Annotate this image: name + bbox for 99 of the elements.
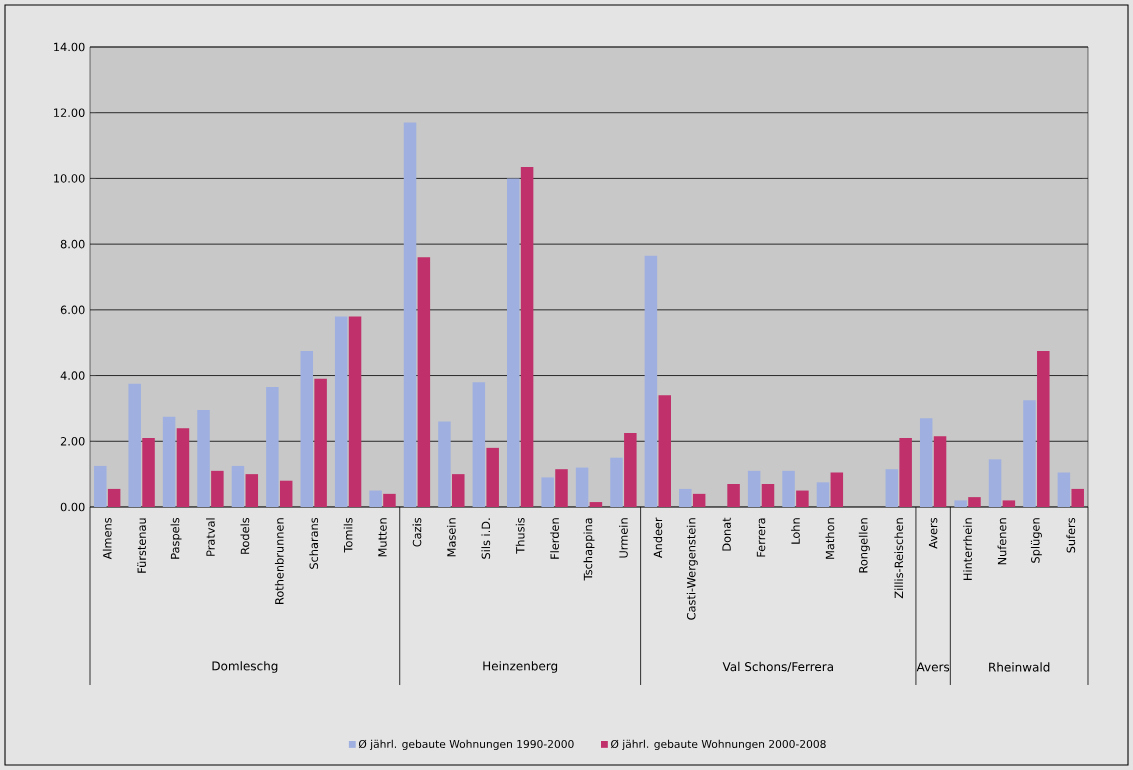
y-tick-label: 6.00 [60,305,85,315]
x-tick-label: Pratval [206,518,215,556]
bar [589,502,603,507]
text: Rheinwald [989,662,1050,672]
x-tick-label: Thusis [515,517,525,554]
x-tick-label: Urmein [619,518,628,558]
bar [1037,350,1050,507]
x-tick-label: Donat [722,517,731,551]
bar [231,465,245,507]
bar [452,474,465,507]
bar [679,488,692,507]
bar [968,497,981,507]
bar [796,490,809,507]
x-tick-label: Mathon [825,518,835,559]
legend-label: Ø jährl. gebaute Wohnungen 2000-2008 [611,739,826,751]
y-tick-label: 2.00 [60,436,85,446]
bar [575,467,589,507]
bar [211,470,224,507]
y-tick-label: 4.00 [60,371,85,380]
bar [334,316,348,507]
bar [507,178,520,507]
bar [899,437,912,507]
x-tick-label: Zillis-Reischen [894,518,904,599]
bar [1023,400,1036,507]
x-tick-label: Cazis [412,517,422,547]
bar [988,459,1002,507]
x-tick-label: Masein [446,518,456,557]
bar [885,469,899,507]
bar [541,477,554,507]
bar [1002,500,1016,507]
bar [348,316,362,507]
bar [520,166,534,507]
x-tick-label: Hinterrhein [963,518,972,580]
x-tick-label: Fürstenau [137,518,147,573]
x-tick-label: Splügen [1030,518,1042,563]
bar [747,470,761,507]
x-tick-label: Mutten [378,518,387,557]
y-tick-label: 12.00 [54,108,85,117]
bar [314,378,327,507]
bar [954,500,967,507]
bar [1071,488,1084,507]
x-tick-label: Flerden [550,518,559,559]
x-tick-label: Sufers [1066,517,1076,553]
text: Val Schons/Ferrera [722,661,833,673]
bar [782,470,795,507]
bar [1057,472,1071,507]
text: Avers [916,662,950,672]
bar [933,436,947,507]
x-tick-label: Rothenbrunnen [274,518,284,604]
bar [245,474,259,507]
x-tick-label: Nufenen [997,518,1007,565]
legend-label: Ø jährl. gebaute Wohnungen 1990-2000 [358,739,574,751]
bar [279,480,293,507]
bar [128,383,141,507]
y-tick-label: 0.00 [60,502,85,512]
x-tick-label: Tomils [343,517,353,553]
x-tick-label: Almens [102,517,112,560]
bar [383,493,396,507]
bar [555,469,568,507]
bar [438,421,451,507]
bar [417,257,431,507]
x-tick-label: Rodels [240,517,250,554]
bar [142,437,155,507]
bar [761,483,775,507]
x-tick-label: Sils i.D. [481,518,491,559]
bar [472,382,486,507]
bar [94,465,107,507]
x-tick-label: Tschappina [583,518,595,581]
bar [692,493,706,507]
bar [624,433,637,507]
x-tick-label: Paspels [170,517,182,559]
x-tick-label: Rongellen [858,518,870,573]
y-tick-label: 8.00 [60,239,85,249]
x-tick-label: Avers [928,517,938,549]
bar [727,483,740,507]
bar [369,490,382,507]
x-tick-label: Casti-Wergenstein [686,518,698,620]
bar [107,488,121,507]
text: Domleschg [212,661,278,673]
x-tick-label: Lohn [791,518,800,544]
bar [486,447,499,507]
bar [403,122,417,507]
bar [658,395,671,507]
bar [176,428,190,507]
bar [266,387,279,507]
y-tick-label: 10.00 [54,174,85,183]
text: Heinzenberg [483,661,558,673]
x-tick-label: Ferrera [756,518,766,557]
bar [919,418,933,507]
bar [197,410,210,507]
bar [816,482,830,507]
x-tick-label: Andeer [653,517,663,559]
bar [830,472,844,507]
y-tick-label: 14.00 [54,42,85,52]
bar [162,416,176,507]
bar [610,457,623,507]
bar [644,255,658,507]
bar [300,350,314,507]
x-tick-label: Scharans [309,517,319,569]
